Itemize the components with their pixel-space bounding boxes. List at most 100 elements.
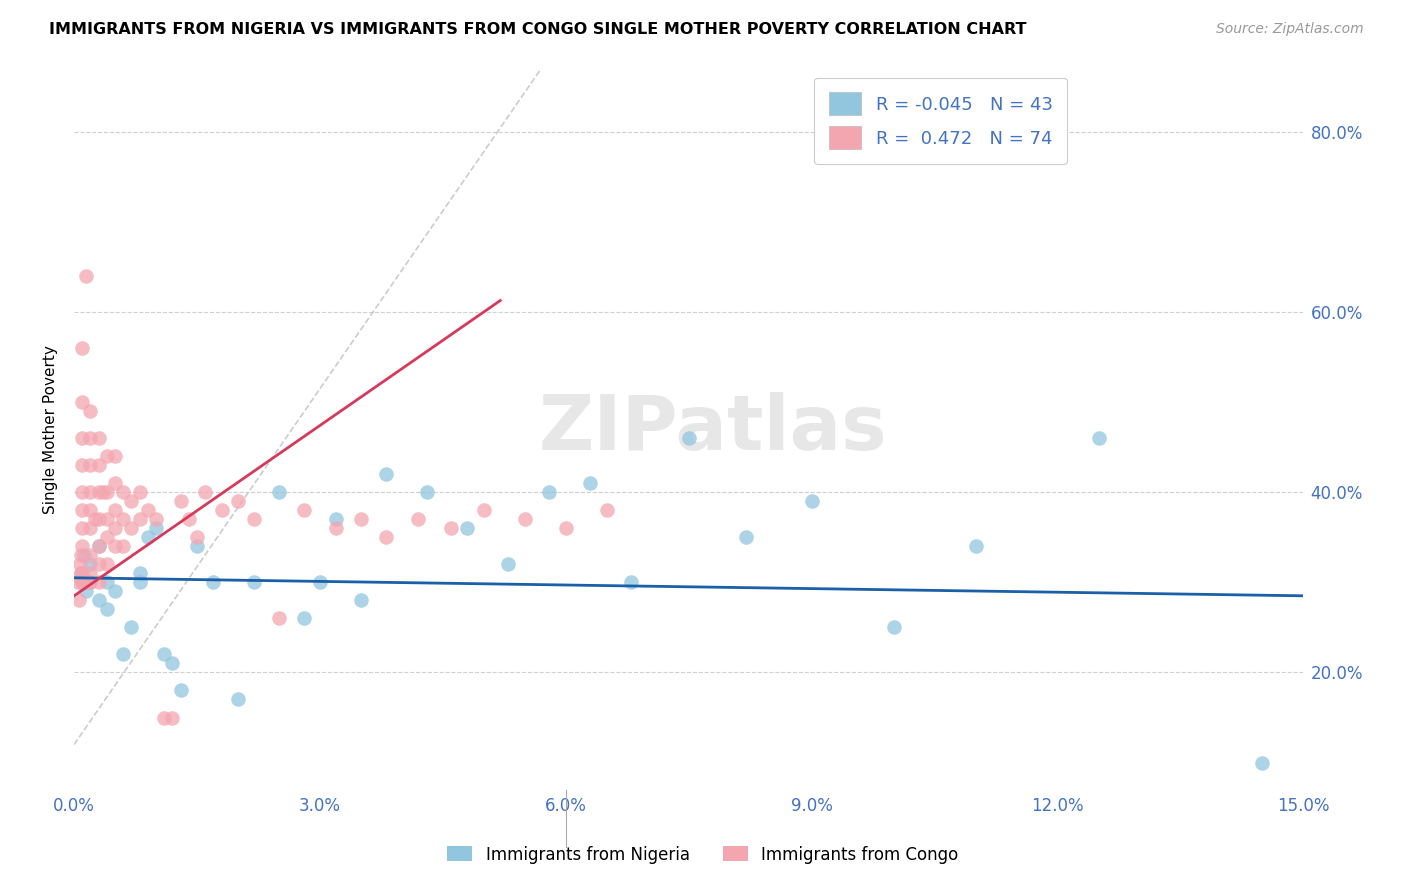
Point bbox=[83, 512, 105, 526]
Point bbox=[554, 521, 576, 535]
Point bbox=[267, 611, 290, 625]
Point bbox=[325, 521, 347, 535]
Point bbox=[87, 485, 110, 500]
Point bbox=[75, 575, 97, 590]
Point bbox=[121, 620, 143, 634]
Point bbox=[415, 485, 437, 500]
Point bbox=[91, 485, 114, 500]
Point bbox=[87, 458, 110, 472]
Point bbox=[169, 494, 191, 508]
Point bbox=[72, 566, 94, 581]
Point bbox=[69, 566, 91, 581]
Point bbox=[177, 512, 200, 526]
Point bbox=[79, 431, 101, 445]
Point bbox=[121, 521, 143, 535]
Point bbox=[374, 530, 396, 544]
Point bbox=[112, 512, 135, 526]
Point bbox=[153, 710, 176, 724]
Point bbox=[72, 521, 94, 535]
Point bbox=[620, 575, 643, 590]
Point bbox=[79, 521, 101, 535]
Point bbox=[678, 431, 700, 445]
Point bbox=[79, 548, 101, 562]
Point bbox=[79, 575, 101, 590]
Point bbox=[965, 539, 987, 553]
Point bbox=[374, 467, 396, 482]
Point bbox=[186, 539, 208, 553]
Legend: Immigrants from Nigeria, Immigrants from Congo: Immigrants from Nigeria, Immigrants from… bbox=[440, 839, 966, 871]
Point bbox=[104, 584, 127, 599]
Point bbox=[87, 512, 110, 526]
Point bbox=[87, 558, 110, 572]
Point bbox=[202, 575, 225, 590]
Point bbox=[596, 503, 619, 517]
Point bbox=[162, 710, 184, 724]
Text: ZIPatlas: ZIPatlas bbox=[538, 392, 887, 466]
Point bbox=[79, 458, 101, 472]
Point bbox=[128, 566, 150, 581]
Point bbox=[145, 521, 167, 535]
Point bbox=[1087, 431, 1109, 445]
Point bbox=[350, 593, 373, 607]
Point bbox=[309, 575, 332, 590]
Point bbox=[104, 539, 127, 553]
Point bbox=[186, 530, 208, 544]
Point bbox=[440, 521, 463, 535]
Point bbox=[79, 558, 101, 572]
Point bbox=[104, 521, 127, 535]
Point bbox=[408, 512, 430, 526]
Point bbox=[153, 648, 176, 662]
Point bbox=[79, 566, 101, 581]
Point bbox=[104, 449, 127, 463]
Point bbox=[75, 584, 97, 599]
Point bbox=[136, 503, 159, 517]
Point bbox=[128, 575, 150, 590]
Point bbox=[67, 593, 90, 607]
Point bbox=[800, 494, 823, 508]
Point bbox=[72, 395, 94, 409]
Point bbox=[350, 512, 373, 526]
Point bbox=[96, 449, 118, 463]
Point bbox=[87, 575, 110, 590]
Point bbox=[72, 503, 94, 517]
Point bbox=[112, 648, 135, 662]
Point bbox=[243, 575, 266, 590]
Point bbox=[883, 620, 905, 634]
Point bbox=[96, 575, 118, 590]
Point bbox=[292, 503, 315, 517]
Point bbox=[70, 548, 93, 562]
Point bbox=[72, 539, 94, 553]
Point bbox=[104, 503, 127, 517]
Point bbox=[104, 476, 127, 491]
Point bbox=[538, 485, 561, 500]
Point bbox=[226, 692, 249, 706]
Point bbox=[69, 558, 91, 572]
Point bbox=[121, 494, 143, 508]
Point bbox=[498, 558, 520, 572]
Text: Source: ZipAtlas.com: Source: ZipAtlas.com bbox=[1216, 22, 1364, 37]
Point bbox=[292, 611, 315, 625]
Point bbox=[226, 494, 249, 508]
Point bbox=[325, 512, 347, 526]
Point bbox=[579, 476, 602, 491]
Point bbox=[79, 503, 101, 517]
Point bbox=[87, 539, 110, 553]
Point bbox=[96, 602, 118, 616]
Point bbox=[136, 530, 159, 544]
Point bbox=[472, 503, 495, 517]
Point bbox=[75, 268, 97, 283]
Point bbox=[112, 539, 135, 553]
Point bbox=[69, 566, 91, 581]
Text: IMMIGRANTS FROM NIGERIA VS IMMIGRANTS FROM CONGO SINGLE MOTHER POVERTY CORRELATI: IMMIGRANTS FROM NIGERIA VS IMMIGRANTS FR… bbox=[49, 22, 1026, 37]
Point bbox=[72, 431, 94, 445]
Legend: R = -0.045   N = 43, R =  0.472   N = 74: R = -0.045 N = 43, R = 0.472 N = 74 bbox=[814, 78, 1067, 163]
Point bbox=[72, 575, 94, 590]
Point bbox=[128, 512, 150, 526]
Point bbox=[243, 512, 266, 526]
Point bbox=[194, 485, 217, 500]
Point bbox=[79, 404, 101, 418]
Point bbox=[211, 503, 233, 517]
Point bbox=[169, 683, 191, 698]
Point bbox=[162, 657, 184, 671]
Point bbox=[72, 458, 94, 472]
